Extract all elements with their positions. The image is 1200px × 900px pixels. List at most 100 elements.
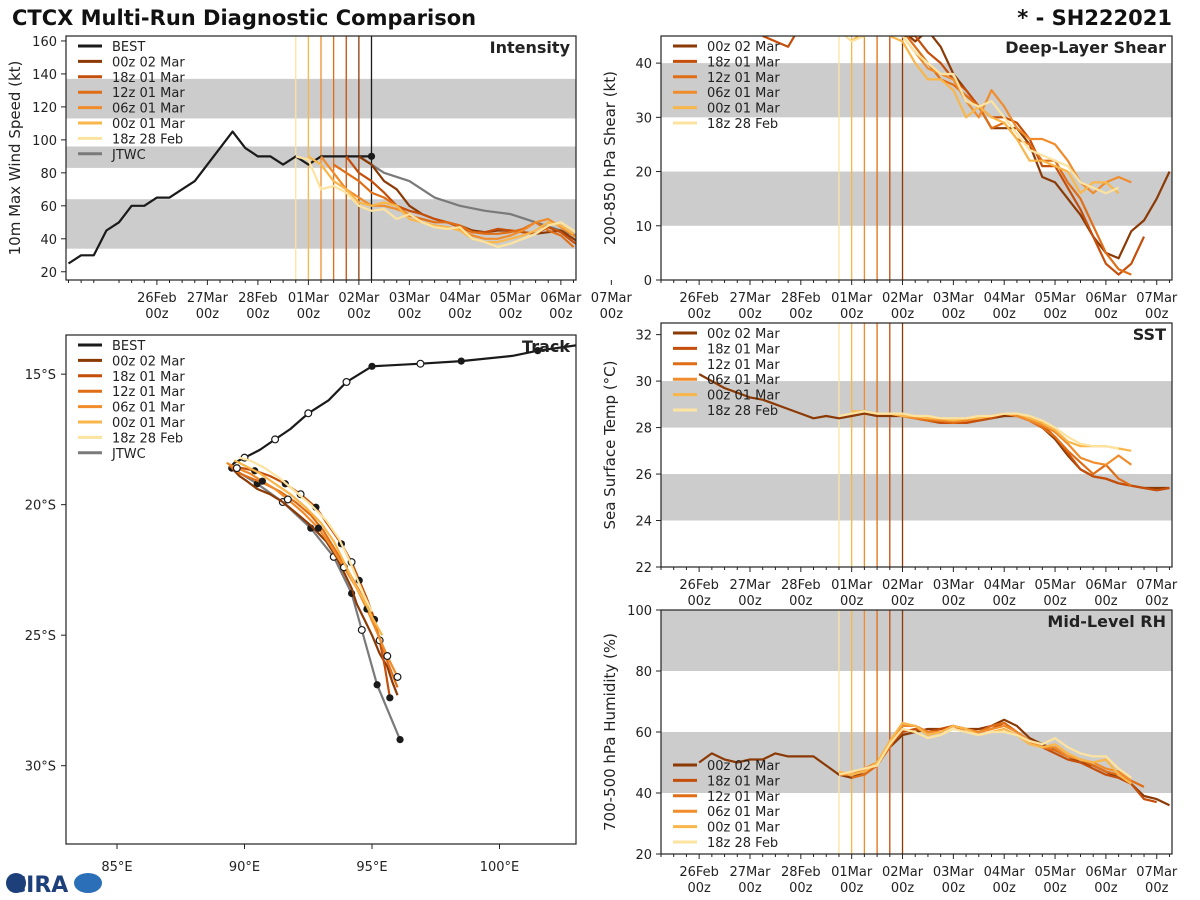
x-tick-label: 27Mar [729, 291, 771, 306]
figure-title: CTCX Multi-Run Diagnostic Comparison [12, 6, 476, 30]
x-tick-label: 00z [942, 881, 966, 896]
x-tick-label: 07Mar [1136, 865, 1178, 880]
legend-label: JTWC [111, 148, 146, 163]
panel-title: Mid-Level RH [1047, 612, 1166, 631]
legend-label: 18z 28 Feb [112, 431, 183, 446]
x-tick-label: 28Feb [781, 865, 821, 880]
track-point-marker [534, 347, 542, 355]
y-tick-label: 120 [32, 101, 57, 116]
panel-track: 85°E 90°E 95°E 100°E 15°S 20°S 25°S 30°S Track BE… [25, 334, 577, 875]
track-point-marker [373, 681, 381, 689]
series-line [228, 464, 399, 688]
x-tick-label: 00z [297, 307, 321, 322]
y-tick-label: 10 [635, 220, 652, 235]
series-line [233, 459, 384, 636]
legend-label: 00z 02 Mar [707, 327, 780, 342]
series-line [843, 36, 1120, 195]
y-axis-label: 10m Max Wind Speed (kt) [6, 61, 24, 256]
y-tick-label: 24 [635, 515, 652, 530]
x-tick-label: 00z [687, 881, 711, 896]
x-tick-label: 00z [398, 307, 422, 322]
y-axis-label: Sea Surface Temp (°C) [601, 360, 619, 529]
series-line [295, 155, 576, 249]
x-tick-label: 00z [840, 307, 864, 322]
threshold-band [661, 474, 1172, 521]
x-tick-label: 00z [347, 307, 371, 322]
panel-title: Deep-Layer Shear [1005, 38, 1166, 57]
panel-rh: 26Feb00z27Mar00z28Feb00z01Mar00z02Mar00z… [601, 604, 1178, 896]
track-point-marker [271, 435, 280, 444]
x-tick-label: 00z [145, 307, 169, 322]
x-tick-label: 00z [687, 307, 711, 322]
legend-label: 18z 28 Feb [707, 117, 778, 132]
series-line [307, 155, 575, 244]
x-tick-label: 00z [1043, 594, 1067, 609]
legend-label: 18z 01 Mar [112, 370, 185, 385]
y-tick-label: 30°S [25, 760, 56, 775]
x-tick-label: 27Mar [187, 291, 229, 306]
x-tick-label: 27Mar [729, 578, 771, 593]
x-tick-label: 00z [738, 307, 762, 322]
y-tick-label: 28 [635, 422, 652, 437]
x-tick-label: 00z [891, 594, 915, 609]
x-tick-label: 00z [840, 881, 864, 896]
x-tick-label: 04Mar [984, 291, 1026, 306]
y-tick-label: 20 [40, 266, 57, 281]
series-line [838, 410, 1119, 450]
y-tick-label: 30 [635, 111, 652, 126]
x-tick-label: 00z [993, 881, 1017, 896]
panel-title: Intensity [490, 38, 571, 57]
track-point-marker [342, 377, 351, 386]
x-tick-label: 03Mar [389, 291, 431, 306]
plot-frame [660, 322, 1173, 568]
track-point-marker [232, 464, 241, 473]
series-line [762, 36, 796, 48]
panel-intensity: 26Feb00z27Mar00z28Feb00z01Mar00z02Mar00z… [6, 35, 633, 322]
y-tick-label: 80 [40, 167, 57, 182]
legend-label: 00z 02 Mar [112, 55, 185, 70]
x-tick-label: 00z [196, 307, 220, 322]
series-marker [367, 152, 376, 160]
legend-label: 06z 01 Mar [707, 373, 780, 388]
track-point-marker [314, 524, 323, 532]
y-tick-label: 140 [32, 68, 57, 83]
storm-id: * - SH222021 [1017, 6, 1172, 30]
track-point-marker [396, 735, 404, 744]
plot-area-sst [661, 323, 1172, 567]
track-point-marker [383, 652, 392, 661]
x-tick-label: 26Feb [137, 291, 177, 306]
legend-label: 00z 01 Mar [112, 117, 185, 132]
plot-frame [65, 334, 577, 845]
x-tick-label: 00z [738, 594, 762, 609]
track-point-marker [457, 357, 465, 365]
x-tick-label: 00z [600, 307, 624, 322]
x-tick-label: 02Mar [882, 291, 924, 306]
legend-label: 12z 01 Mar [707, 358, 780, 373]
legend-label: 00z 01 Mar [112, 416, 185, 431]
legend-label: 06z 01 Mar [707, 86, 780, 101]
y-tick-label: 40 [40, 233, 57, 248]
legend-label: 00z 01 Mar [707, 389, 780, 404]
series-line [850, 36, 1120, 195]
legend-label: 18z 01 Mar [707, 774, 780, 789]
x-tick-label: 00z [1094, 307, 1118, 322]
x-tick-label: 07Mar [1136, 291, 1178, 306]
track-point-marker [304, 409, 313, 418]
x-tick-label: 05Mar [1035, 291, 1077, 306]
y-tick-label: 22 [635, 561, 652, 576]
y-tick-label: 80 [635, 665, 652, 680]
track-point-marker [368, 362, 376, 370]
y-axis-label: 700-500 hPa Humidity (%) [601, 633, 619, 831]
x-tick-label: 28Feb [781, 291, 821, 306]
legend-label: 12z 01 Mar [707, 71, 780, 86]
x-tick-label: 90°E [229, 860, 260, 875]
y-tick-label: 15°S [25, 368, 56, 383]
legend-label: 12z 01 Mar [112, 385, 185, 400]
x-tick-label: 100°E [480, 860, 520, 875]
x-tick-label: 00z [1094, 594, 1118, 609]
plot-area-shear [661, 36, 1172, 280]
legend-label: 06z 01 Mar [112, 401, 185, 416]
